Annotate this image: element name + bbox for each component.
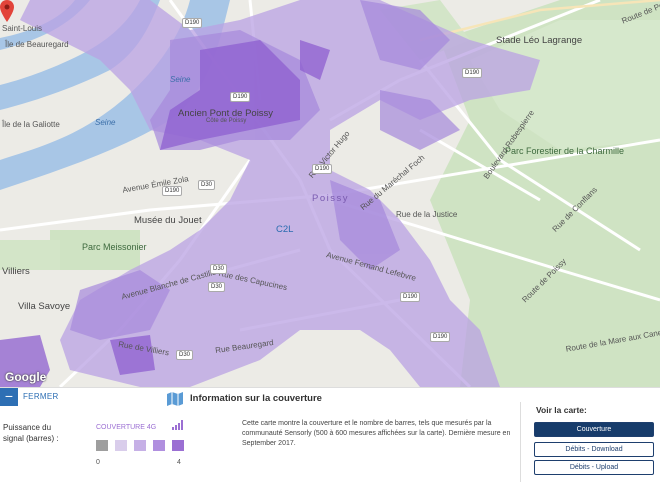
map-label-ancien-pont: Ancien Pont de Poissy <box>178 108 274 119</box>
info-title: Information sur la couverture <box>190 393 322 404</box>
google-logo: Google <box>5 370 47 384</box>
coverage-info-panel: − FERMER Information sur la couverture P… <box>0 387 660 489</box>
map-label-musee-jouet: Musée du Jouet <box>134 215 202 226</box>
road-sign: D190 <box>230 92 251 102</box>
legend-swatch-0 <box>96 440 108 451</box>
road-sign: D30 <box>210 264 228 274</box>
legend-scale-max: 4 <box>177 459 181 466</box>
map-label-stade-leo: Stade Léo Lagrange <box>496 35 583 46</box>
legend-swatch-1 <box>115 440 127 451</box>
legend-swatch-3 <box>153 440 165 451</box>
coverage-description: Cette carte montre la couverture et le n… <box>242 420 511 447</box>
map-label-ile-galiotte: Île de la Galiotte <box>2 120 60 129</box>
upload-speed-button[interactable]: Débits - Upload <box>534 460 654 475</box>
coverage-button[interactable]: Couverture <box>534 422 654 437</box>
road-sign: D190 <box>462 68 483 78</box>
road-sign: D190 <box>162 186 183 196</box>
legend-scale-min: 0 <box>96 459 100 466</box>
road-sign: D30 <box>176 350 194 360</box>
close-button[interactable]: − <box>0 388 18 406</box>
legend-title: COUVERTURE 4G <box>96 424 157 431</box>
map-label-cote-de-poissy: Côte de Poissy <box>206 118 247 124</box>
map-label-saint-louis: Saint-Louis <box>2 24 43 33</box>
download-speed-button[interactable]: Débits - Download <box>534 442 654 457</box>
road-sign: D190 <box>430 332 451 342</box>
map-pin-icon[interactable] <box>0 0 14 22</box>
map-label-villiers: Villiers <box>2 266 30 277</box>
see-map-title: Voir la carte: <box>536 405 587 415</box>
signal-bars-icon <box>172 420 183 430</box>
legend-label: Puissance du signal (barres) : <box>3 423 59 443</box>
road-sign: D190 <box>182 18 203 28</box>
map-label-seine-1: Seine <box>95 118 116 127</box>
map-label-rue-justice: Rue de la Justice <box>396 210 458 219</box>
road-sign: D30 <box>198 180 216 190</box>
legend-swatch-4 <box>172 440 184 451</box>
map-label-c2l: C2L <box>276 224 294 235</box>
map-label-villa-savoye: Villa Savoye <box>18 301 71 312</box>
road-sign: D30 <box>208 282 226 292</box>
legend-swatch-2 <box>134 440 146 451</box>
panel-divider <box>520 402 521 482</box>
map-label-ile-beauregard: Île de Beauregard <box>5 40 69 49</box>
road-sign: D190 <box>312 164 333 174</box>
map-label-parc-meissonier: Parc Meissonier <box>82 242 147 252</box>
close-label[interactable]: FERMER <box>23 392 59 401</box>
map-label-seine-2: Seine <box>170 75 191 84</box>
map-fold-icon <box>167 392 183 406</box>
map-label-poissy: Poissy <box>312 193 349 204</box>
map-label-parc-forestier: Parc Forestier de la Charmille <box>505 146 625 156</box>
map-canvas <box>0 0 660 387</box>
road-sign: D190 <box>400 292 421 302</box>
coverage-map[interactable]: Saint-Louis Île de Beauregard Île de la … <box>0 0 660 387</box>
